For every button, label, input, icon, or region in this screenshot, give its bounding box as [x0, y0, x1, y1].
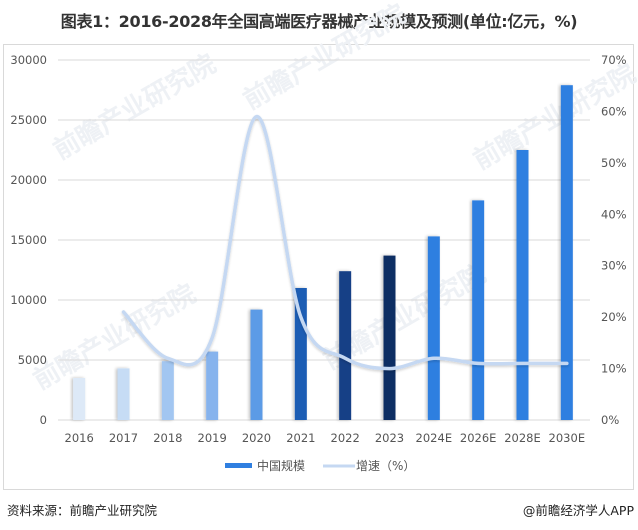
x-tick-label: 2021	[286, 431, 315, 445]
y-right-tick-label: 40%	[601, 207, 627, 221]
legend-label-bar: 中国规模	[257, 458, 305, 473]
x-tick-label: 2019	[198, 431, 227, 445]
x-tick-label: 2024E	[416, 431, 453, 445]
watermark-text: 前瞻产业研究院	[48, 48, 221, 166]
bar-2024E	[427, 236, 440, 420]
x-tick-label: 2023	[375, 431, 404, 445]
y-left-tick-label: 10000	[10, 293, 47, 307]
bar-2026E	[472, 200, 485, 420]
y-axis-right: 0% 10% 20% 30% 40% 50% 60% 70%	[601, 53, 627, 427]
y-right-tick-label: 60%	[601, 104, 627, 118]
y-right-tick-label: 70%	[601, 53, 627, 67]
credit-note: @前瞻经济学人APP	[522, 503, 634, 518]
bar-2018	[161, 361, 174, 420]
line-series-growth	[121, 114, 569, 371]
bar-2016	[73, 378, 86, 420]
y-right-tick-label: 30%	[601, 259, 627, 273]
bar-series-china-scale	[73, 85, 573, 420]
chart-title: 图表1：2016-2028年全国高端医疗器械产业规模及预测(单位:亿元，%)	[60, 12, 578, 31]
bar-2030E	[560, 85, 573, 420]
y-left-tick-label: 20000	[10, 173, 47, 187]
y-left-tick-label: 0	[40, 413, 47, 427]
y-left-tick-label: 15000	[10, 233, 47, 247]
watermark-text: 前瞻产业研究院	[238, 0, 411, 116]
y-left-tick-label: 25000	[10, 113, 47, 127]
legend: 中国规模 增速（%）	[225, 458, 415, 473]
y-right-tick-label: 50%	[601, 156, 627, 170]
x-tick-label: 2016	[65, 431, 94, 445]
bar-2023	[383, 255, 396, 420]
x-tick-label: 2018	[153, 431, 182, 445]
chart-frame	[3, 44, 634, 490]
y-right-tick-label: 20%	[601, 310, 627, 324]
bar-2017	[117, 368, 130, 420]
gridlines	[58, 59, 590, 421]
x-tick-label: 2020	[242, 431, 271, 445]
growth-line	[121, 114, 569, 371]
y-left-tick-label: 30000	[10, 53, 47, 67]
bar-2028E	[516, 150, 529, 420]
x-tick-label: 2022	[331, 431, 360, 445]
watermark-text: 前瞻产业研究院	[28, 278, 201, 396]
legend-label-line: 增速（%）	[356, 459, 415, 473]
y-right-tick-label: 10%	[601, 362, 627, 376]
x-axis: 2016 2017 2018 2019 2020 2021 2022 2023 2024E 202…	[65, 431, 586, 445]
bar-2019	[206, 351, 219, 420]
legend-swatch-bar	[225, 463, 252, 468]
y-right-tick-label: 0%	[601, 413, 619, 427]
y-left-tick-label: 5000	[18, 353, 47, 367]
x-tick-label: 2028E	[504, 431, 541, 445]
x-tick-label: 2030E	[549, 431, 586, 445]
bar-2022	[339, 271, 352, 420]
source-note: 资料来源：前瞻产业研究院	[7, 503, 158, 518]
bar-2020	[250, 309, 263, 420]
y-axis-left: 0 5000 10000 15000 20000 25000 30000	[10, 53, 47, 427]
x-tick-label: 2017	[109, 431, 138, 445]
x-tick-label: 2026E	[460, 431, 497, 445]
